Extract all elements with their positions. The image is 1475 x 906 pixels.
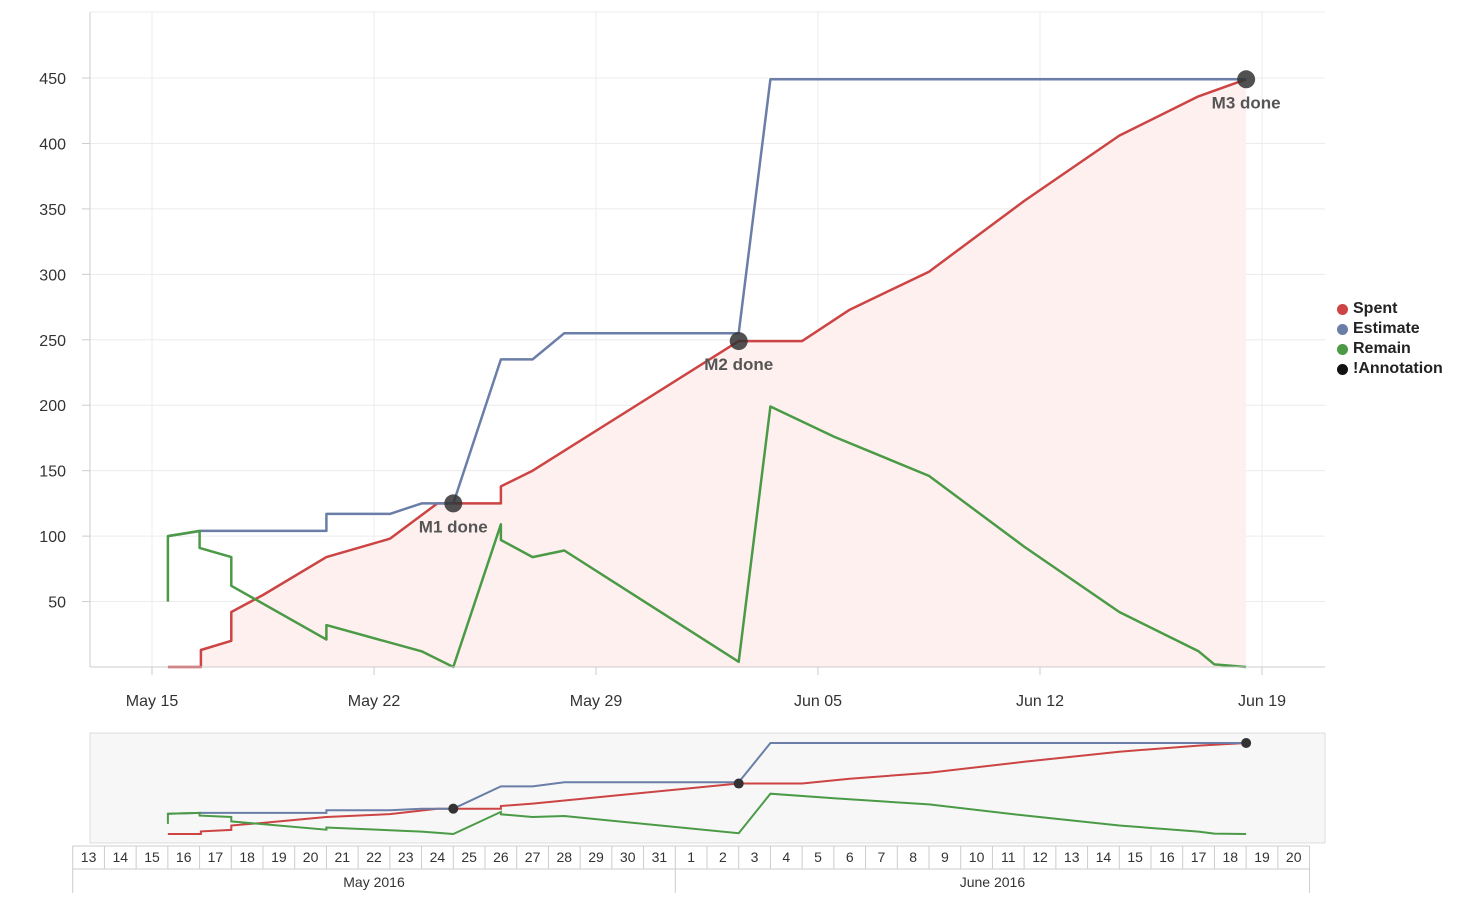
legend-estimate-label: Estimate	[1353, 320, 1420, 337]
nav-day-label[interactable]: 11	[1001, 849, 1016, 865]
nav-day-label[interactable]: 21	[334, 849, 350, 865]
legend-item-annotation[interactable]: !Annotation	[1337, 359, 1443, 379]
legend-annotation-swatch	[1337, 363, 1348, 375]
nav-day-label[interactable]: 5	[814, 849, 822, 865]
nav-day-label[interactable]: 6	[846, 849, 854, 865]
navigator-timeline[interactable]: 13 14 15 16 17 18 19 20 21 22 23 24 25 26 27 28 29 30 31 1 2…	[72, 845, 1311, 893]
nav-day-label[interactable]: 18	[239, 849, 255, 865]
nav-month-label-june[interactable]: June 2016	[960, 874, 1026, 890]
nav-day-label[interactable]: 18	[1222, 849, 1238, 865]
nav-day-label[interactable]: 12	[1032, 849, 1048, 865]
series-spent-line[interactable]	[167, 78, 1247, 669]
navigator-series	[166, 738, 1252, 836]
legend-item-estimate[interactable]: Estimate	[1337, 319, 1443, 339]
nav-day-label[interactable]: 17	[1191, 849, 1207, 865]
series-spent-area	[167, 79, 1247, 668]
navigator-background[interactable]	[89, 732, 1326, 844]
nav-series-estimate-line	[167, 742, 1247, 815]
nav-day-label[interactable]: 9	[941, 849, 949, 865]
annotation-label: M3 done	[1212, 93, 1281, 112]
nav-day-label[interactable]: 19	[1254, 849, 1270, 865]
nav-day-label[interactable]: 19	[271, 849, 287, 865]
nav-day-label[interactable]: 4	[782, 849, 790, 865]
nav-day-label[interactable]: 20	[1286, 849, 1302, 865]
annotation-label: M2 done	[704, 355, 773, 374]
y-tick-label: 100	[39, 529, 66, 546]
nav-day-label[interactable]: 1	[687, 849, 695, 865]
x-tick-label: May 15	[126, 693, 179, 710]
x-tick-label: Jun 19	[1238, 693, 1286, 710]
nav-day-label[interactable]: 10	[969, 849, 985, 865]
nav-day-label[interactable]: 14	[1096, 849, 1112, 865]
series-remain-line[interactable]	[166, 405, 1247, 669]
burndown-chart: 50 100 150 200 250 300 350 400 450 May 15 May 22 Ma…	[39, 11, 1325, 710]
chart-legend: Spent Estimate Remain !Annotation	[1337, 299, 1443, 379]
y-tick-label: 200	[39, 398, 66, 415]
nav-annotation-marker	[448, 803, 459, 814]
x-tick-label: May 22	[348, 693, 401, 710]
nav-day-label[interactable]: 17	[208, 849, 224, 865]
legend-item-remain[interactable]: Remain	[1337, 339, 1443, 359]
nav-day-label[interactable]: 2	[719, 849, 727, 865]
annotation-marker[interactable]	[1237, 70, 1256, 89]
y-tick-label: 50	[48, 595, 66, 612]
nav-day-label[interactable]: 8	[909, 849, 917, 865]
nav-day-label[interactable]: 30	[620, 849, 636, 865]
nav-day-label[interactable]: 29	[588, 849, 604, 865]
x-tick-label: Jun 12	[1016, 693, 1064, 710]
legend-annotation-label: !Annotation	[1353, 360, 1443, 377]
nav-day-label[interactable]: 26	[493, 849, 509, 865]
annotation-marker[interactable]	[729, 332, 748, 351]
legend-spent-label: Spent	[1353, 300, 1398, 317]
x-tick-label: May 29	[570, 693, 623, 710]
x-tick-label: Jun 05	[794, 693, 842, 710]
nav-day-label[interactable]: 24	[430, 849, 446, 865]
annotation-marker[interactable]	[444, 494, 463, 513]
y-tick-label: 300	[39, 267, 66, 284]
annotation-label: M1 done	[419, 517, 488, 536]
nav-day-label[interactable]: 16	[176, 849, 192, 865]
legend-spent-swatch	[1337, 303, 1348, 315]
nav-day-label[interactable]: 3	[751, 849, 759, 865]
nav-day-label[interactable]: 23	[398, 849, 414, 865]
nav-day-label[interactable]: 25	[461, 849, 477, 865]
y-tick-label: 150	[39, 464, 66, 481]
y-tick-label: 450	[39, 71, 66, 88]
nav-day-label[interactable]: 27	[525, 849, 541, 865]
axes: 50 100 150 200 250 300 350 400 450 May 15 May 22 Ma…	[39, 12, 1325, 710]
y-tick-label: 400	[39, 136, 66, 153]
y-tick-label: 350	[39, 202, 66, 219]
legend-remain-swatch	[1337, 343, 1348, 355]
legend-remain-label: Remain	[1353, 340, 1411, 357]
y-tick-label: 250	[39, 333, 66, 350]
nav-annotation-marker	[1241, 738, 1252, 748]
nav-day-label[interactable]: 22	[366, 849, 382, 865]
nav-day-label[interactable]: 15	[144, 849, 160, 865]
spent-area-fill	[167, 79, 1247, 668]
nav-day-label[interactable]: 13	[1064, 849, 1080, 865]
nav-month-label-may[interactable]: May 2016	[343, 874, 405, 890]
nav-day-label[interactable]: 15	[1127, 849, 1143, 865]
nav-day-label[interactable]: 7	[878, 849, 886, 865]
nav-day-label[interactable]: 20	[303, 849, 319, 865]
annotation-markers: M1 done M2 done M3 done	[419, 70, 1281, 536]
legend-estimate-swatch	[1337, 323, 1348, 335]
nav-day-label[interactable]: 14	[112, 849, 128, 865]
legend-item-spent[interactable]: Spent	[1337, 299, 1443, 319]
nav-day-label[interactable]: 16	[1159, 849, 1175, 865]
nav-day-label[interactable]: 28	[556, 849, 572, 865]
nav-day-label[interactable]: 31	[652, 849, 668, 865]
nav-day-label[interactable]: 13	[81, 849, 97, 865]
nav-annotation-marker	[733, 778, 744, 789]
nav-series-remain-line	[166, 792, 1247, 836]
nav-series-spent-line	[167, 742, 1247, 835]
